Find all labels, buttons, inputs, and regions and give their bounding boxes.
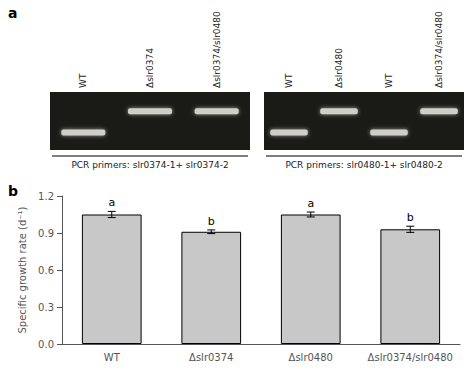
svg-text:Δslr0374/slr0480: Δslr0374/slr0480 [368, 352, 453, 363]
svg-text:Δslr0480: Δslr0480 [334, 48, 344, 88]
svg-text:0.3: 0.3 [38, 302, 54, 313]
svg-text:b: b [407, 211, 414, 224]
svg-text:WT: WT [104, 352, 121, 363]
svg-text:0.6: 0.6 [38, 265, 54, 276]
svg-text:Δslr0480: Δslr0480 [289, 352, 333, 363]
svg-text:WT: WT [78, 73, 88, 88]
svg-text:0.9: 0.9 [38, 228, 54, 239]
svg-text:Δslr0374: Δslr0374 [189, 352, 233, 363]
svg-text:a: a [307, 197, 314, 210]
svg-text:Δslr0374: Δslr0374 [145, 48, 155, 88]
svg-text:b: b [208, 215, 215, 228]
svg-text:PCR primers: slr0480-1+ slr048: PCR primers: slr0480-1+ slr0480-2 [285, 160, 442, 170]
svg-text:0.0: 0.0 [38, 339, 54, 350]
svg-text:b: b [8, 183, 18, 199]
svg-text:Δslr0374/slr0480: Δslr0374/slr0480 [434, 11, 444, 88]
svg-text:PCR primers: slr0374-1+ slr037: PCR primers: slr0374-1+ slr0374-2 [71, 160, 228, 170]
svg-text:a: a [108, 196, 115, 209]
svg-text:Δslr0374/slr0480: Δslr0374/slr0480 [212, 11, 222, 88]
svg-text:a: a [8, 5, 17, 21]
svg-text:WT: WT [384, 73, 394, 88]
svg-text:WT: WT [284, 73, 294, 88]
svg-text:1.2: 1.2 [38, 191, 54, 202]
svg-text:Specific growth rate (d⁻¹): Specific growth rate (d⁻¹) [17, 206, 28, 333]
